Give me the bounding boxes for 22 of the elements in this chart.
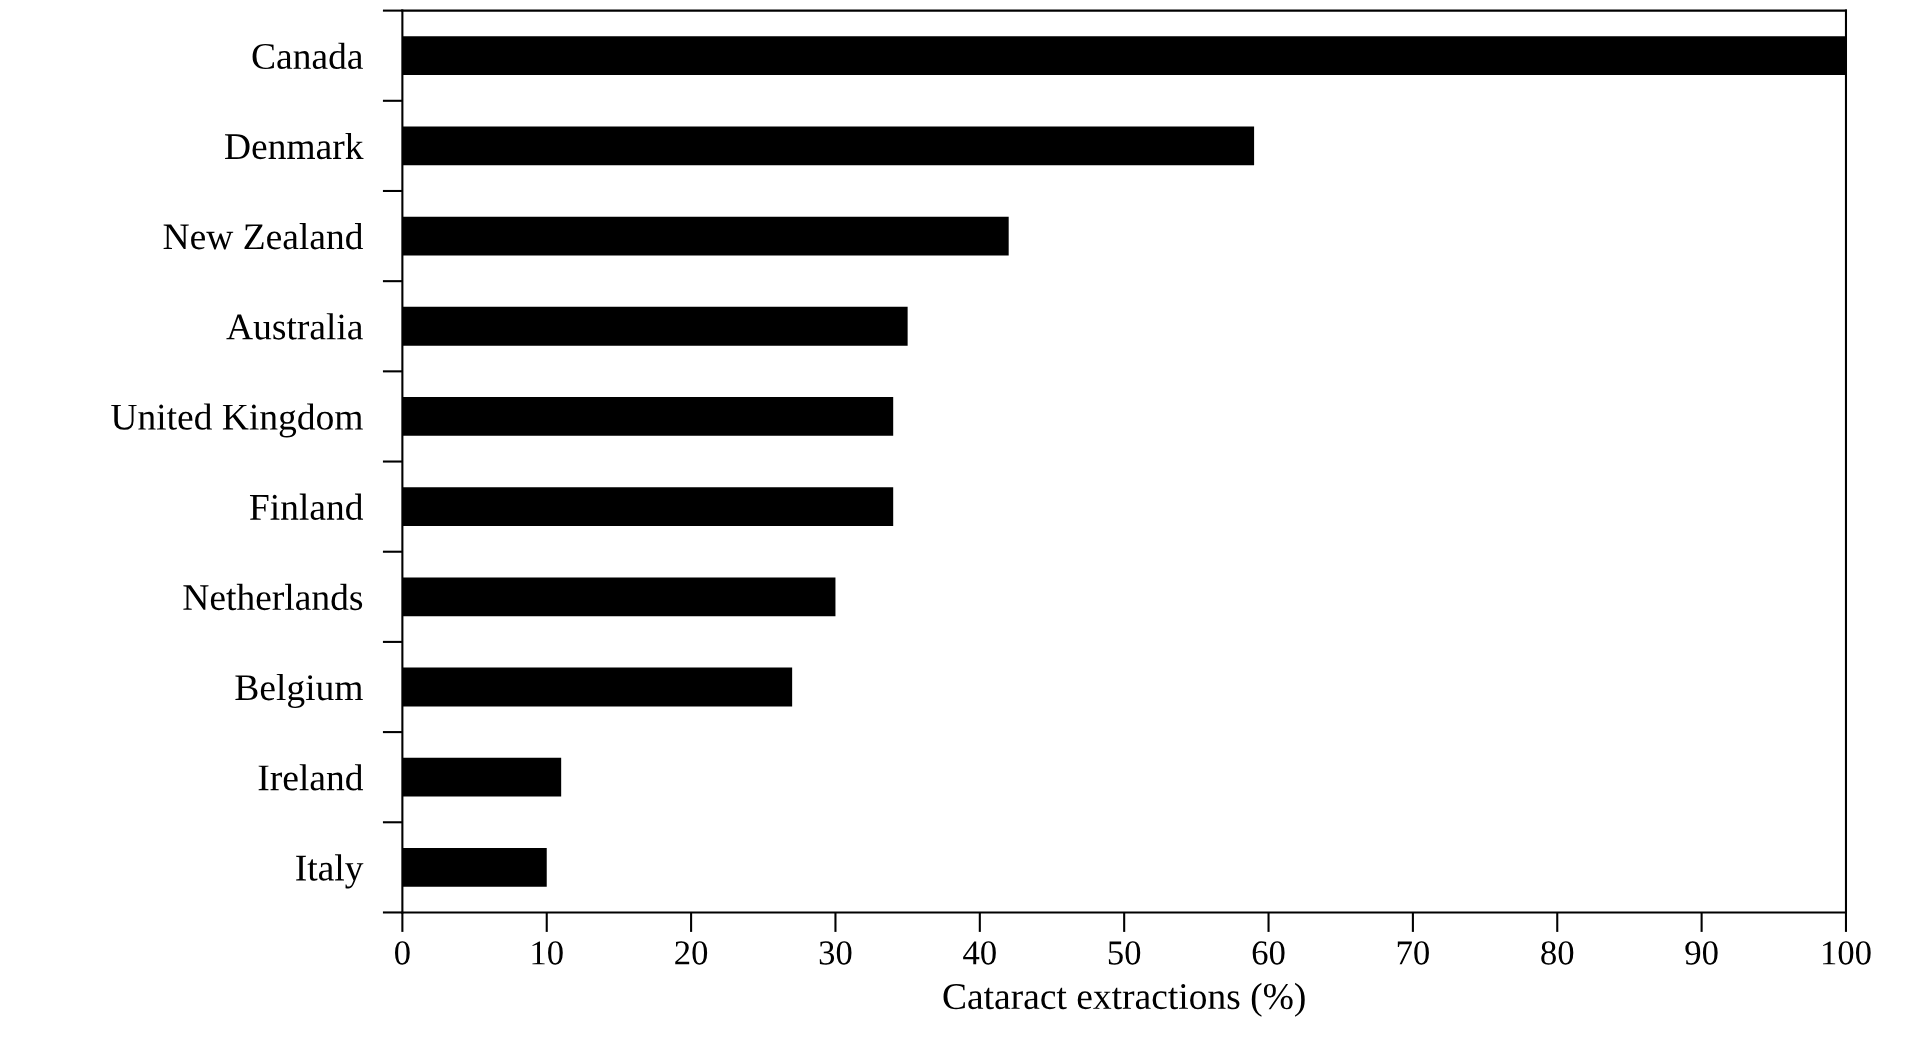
y-tick-label: Ireland	[258, 764, 364, 791]
x-tick-label: 10	[532, 941, 563, 965]
y-tick-label: Canada	[252, 42, 363, 70]
y-tick-label: New Zealand	[163, 223, 364, 250]
y-tick-label: Australia	[226, 313, 363, 340]
x-axis-title: Cataract extractions (%)	[943, 982, 1305, 1017]
x-tick-label: 80	[1541, 941, 1574, 965]
x-tick-label: 40	[963, 941, 996, 965]
x-tick-label: 20	[675, 941, 708, 965]
x-tick-label: 50	[1108, 941, 1141, 965]
y-tick-label: Belgium	[235, 673, 363, 709]
y-tick-label: Italy	[296, 854, 364, 889]
x-tick-label: 30	[819, 941, 852, 965]
y-tick-label: Netherlands	[183, 583, 363, 611]
x-tick-label: 100	[1822, 941, 1871, 965]
x-tick-label: 60	[1252, 941, 1285, 965]
y-tick-label: United Kingdom	[111, 403, 363, 438]
x-tick-label: 70	[1397, 941, 1429, 965]
x-tick-label: 0	[395, 941, 410, 965]
x-tick-label: 90	[1685, 941, 1718, 965]
y-tick-label: Finland	[249, 493, 364, 521]
y-tick-label: Denmark	[225, 132, 364, 160]
